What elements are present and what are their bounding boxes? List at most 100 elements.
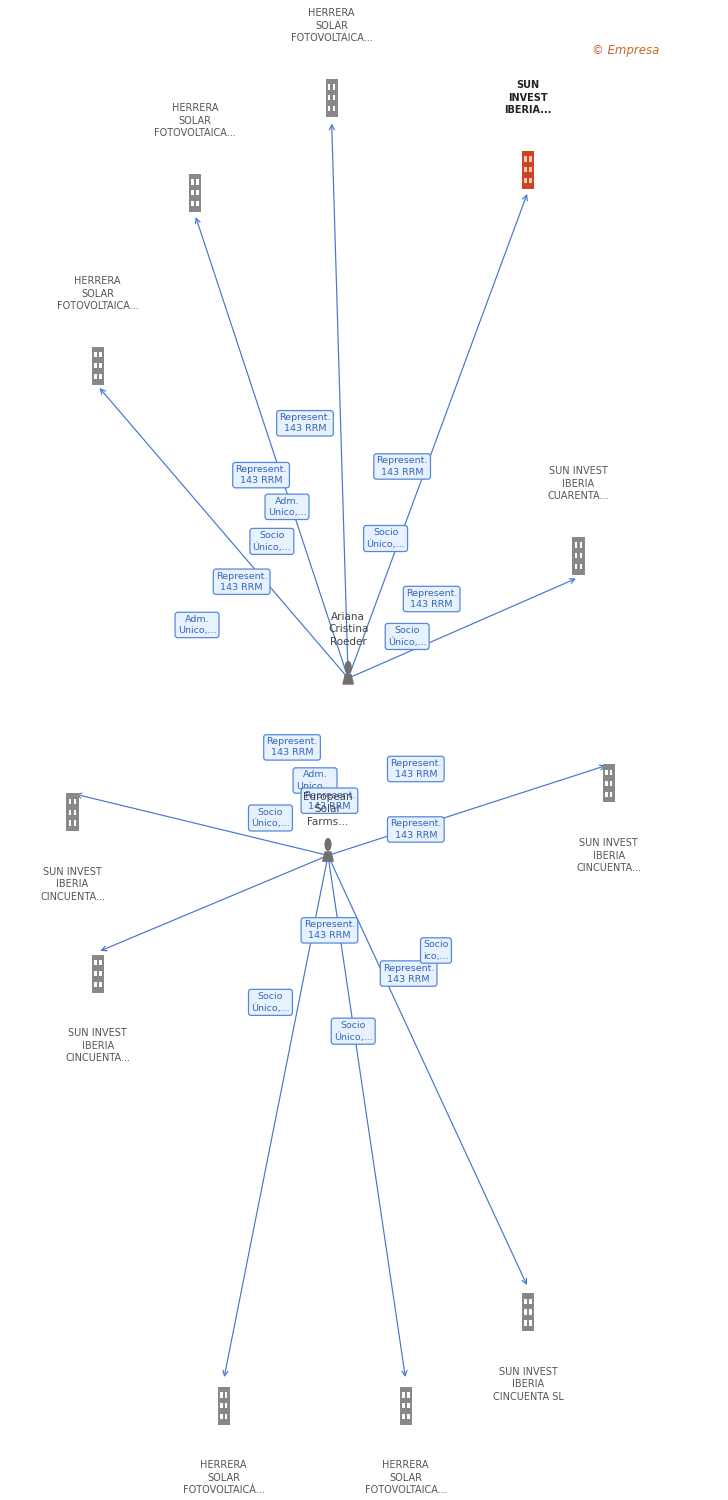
FancyBboxPatch shape: [328, 94, 331, 100]
Text: SUN
INVEST
IBERIA...: SUN INVEST IBERIA...: [505, 80, 552, 116]
Text: HERRERA
SOLAR
FOTOVOLTAICÀ...: HERRERA SOLAR FOTOVOLTAICÀ...: [183, 1461, 264, 1496]
Text: HERRERA
SOLAR
FOTOVOLTAICA...: HERRERA SOLAR FOTOVOLTAICA...: [365, 1461, 446, 1496]
Text: SUN INVEST
IBERIA
CUARENTA...: SUN INVEST IBERIA CUARENTA...: [547, 466, 609, 501]
Text: Adm.
Unico,...: Adm. Unico,...: [296, 771, 334, 790]
FancyBboxPatch shape: [574, 554, 577, 558]
FancyBboxPatch shape: [524, 1299, 527, 1304]
Text: SUN INVEST
IBERIA
CINCUENTA SL: SUN INVEST IBERIA CINCUENTA SL: [493, 1366, 563, 1401]
FancyBboxPatch shape: [74, 821, 76, 825]
FancyBboxPatch shape: [328, 106, 331, 111]
Text: Represent.
143 RRM: Represent. 143 RRM: [266, 738, 317, 758]
FancyBboxPatch shape: [189, 174, 201, 211]
FancyBboxPatch shape: [529, 1299, 532, 1304]
Text: Socio
Único,...: Socio Único,...: [366, 528, 405, 549]
FancyBboxPatch shape: [191, 180, 194, 184]
FancyBboxPatch shape: [579, 564, 582, 570]
FancyBboxPatch shape: [605, 792, 608, 796]
FancyBboxPatch shape: [99, 970, 101, 976]
FancyBboxPatch shape: [333, 94, 336, 100]
FancyBboxPatch shape: [407, 1402, 410, 1408]
Polygon shape: [323, 852, 333, 861]
Text: HERRERA
SOLAR
FOTOVOLTAICA...: HERRERA SOLAR FOTOVOLTAICA...: [154, 104, 236, 138]
FancyBboxPatch shape: [333, 106, 336, 111]
FancyBboxPatch shape: [68, 821, 71, 825]
FancyBboxPatch shape: [218, 1386, 230, 1425]
Circle shape: [325, 839, 331, 850]
FancyBboxPatch shape: [99, 981, 101, 987]
Text: Represent.
143 RRM: Represent. 143 RRM: [390, 819, 441, 840]
FancyBboxPatch shape: [605, 780, 608, 786]
Text: Socio
ico,...: Socio ico,...: [423, 940, 448, 960]
Text: Socio
Único,...: Socio Único,...: [334, 1022, 373, 1041]
Text: Socio
Único,...: Socio Único,...: [251, 807, 290, 828]
Text: © Empresa: © Empresa: [592, 45, 659, 57]
FancyBboxPatch shape: [196, 201, 199, 207]
FancyBboxPatch shape: [68, 798, 71, 804]
FancyBboxPatch shape: [402, 1392, 405, 1398]
Text: SUN INVEST
IBERIA
CINCUENTA...: SUN INVEST IBERIA CINCUENTA...: [40, 867, 105, 901]
FancyBboxPatch shape: [610, 792, 612, 796]
FancyBboxPatch shape: [191, 201, 194, 207]
FancyBboxPatch shape: [99, 363, 101, 369]
FancyBboxPatch shape: [522, 150, 534, 189]
Text: HERRERA
SOLAR
FOTOVOLTAICA...: HERRERA SOLAR FOTOVOLTAICA...: [57, 276, 138, 310]
Text: Represent.
143 RRM: Represent. 143 RRM: [376, 456, 428, 477]
FancyBboxPatch shape: [66, 794, 79, 831]
FancyBboxPatch shape: [572, 537, 585, 574]
Text: Ariana
Cristina
Roeder: Ariana Cristina Roeder: [328, 612, 368, 646]
FancyBboxPatch shape: [524, 1310, 527, 1314]
FancyBboxPatch shape: [92, 954, 104, 993]
Text: Represent.
143 RRM: Represent. 143 RRM: [390, 759, 441, 778]
FancyBboxPatch shape: [402, 1414, 405, 1419]
FancyBboxPatch shape: [605, 770, 608, 776]
FancyBboxPatch shape: [407, 1414, 410, 1419]
FancyBboxPatch shape: [574, 564, 577, 570]
Text: Represent.
143 RRM: Represent. 143 RRM: [304, 921, 355, 940]
FancyBboxPatch shape: [529, 1310, 532, 1314]
FancyBboxPatch shape: [94, 981, 97, 987]
FancyBboxPatch shape: [94, 352, 97, 357]
FancyBboxPatch shape: [579, 543, 582, 548]
FancyBboxPatch shape: [220, 1392, 223, 1398]
Text: Socio
Único,...: Socio Único,...: [253, 531, 291, 552]
FancyBboxPatch shape: [74, 810, 76, 814]
FancyBboxPatch shape: [524, 156, 527, 162]
FancyBboxPatch shape: [333, 84, 336, 90]
FancyBboxPatch shape: [529, 178, 532, 183]
FancyBboxPatch shape: [529, 156, 532, 162]
FancyBboxPatch shape: [99, 374, 101, 380]
FancyBboxPatch shape: [400, 1386, 412, 1425]
Text: Socio
Único,...: Socio Único,...: [251, 992, 290, 1012]
Text: Adm.
Unico,...: Adm. Unico,...: [268, 496, 306, 517]
FancyBboxPatch shape: [68, 810, 71, 814]
FancyBboxPatch shape: [196, 180, 199, 184]
Circle shape: [345, 662, 351, 674]
FancyBboxPatch shape: [574, 543, 577, 548]
FancyBboxPatch shape: [529, 166, 532, 172]
Text: SUN INVEST
IBERIA
CINCUENTA...: SUN INVEST IBERIA CINCUENTA...: [66, 1029, 130, 1063]
FancyBboxPatch shape: [99, 960, 101, 966]
FancyBboxPatch shape: [529, 1320, 532, 1326]
FancyBboxPatch shape: [225, 1392, 227, 1398]
Text: Represent.
143 RRM: Represent. 143 RRM: [280, 413, 331, 434]
FancyBboxPatch shape: [94, 960, 97, 966]
Text: Represent.
143 RRM: Represent. 143 RRM: [304, 790, 355, 810]
FancyBboxPatch shape: [522, 1293, 534, 1330]
Text: European
Solar
Farms...: European Solar Farms...: [303, 792, 353, 826]
FancyBboxPatch shape: [328, 84, 331, 90]
FancyBboxPatch shape: [325, 78, 338, 117]
FancyBboxPatch shape: [407, 1392, 410, 1398]
FancyBboxPatch shape: [94, 363, 97, 369]
Polygon shape: [343, 675, 353, 684]
Text: SUN INVEST
IBERIA
CINCUENTA...: SUN INVEST IBERIA CINCUENTA...: [576, 839, 641, 873]
FancyBboxPatch shape: [579, 554, 582, 558]
FancyBboxPatch shape: [220, 1414, 223, 1419]
FancyBboxPatch shape: [74, 798, 76, 804]
FancyBboxPatch shape: [191, 190, 194, 195]
FancyBboxPatch shape: [225, 1414, 227, 1419]
Text: Represent.
143 RRM: Represent. 143 RRM: [235, 465, 287, 484]
Text: Represent.
143 RRM: Represent. 143 RRM: [383, 963, 435, 984]
FancyBboxPatch shape: [524, 178, 527, 183]
FancyBboxPatch shape: [610, 770, 612, 776]
FancyBboxPatch shape: [94, 374, 97, 380]
